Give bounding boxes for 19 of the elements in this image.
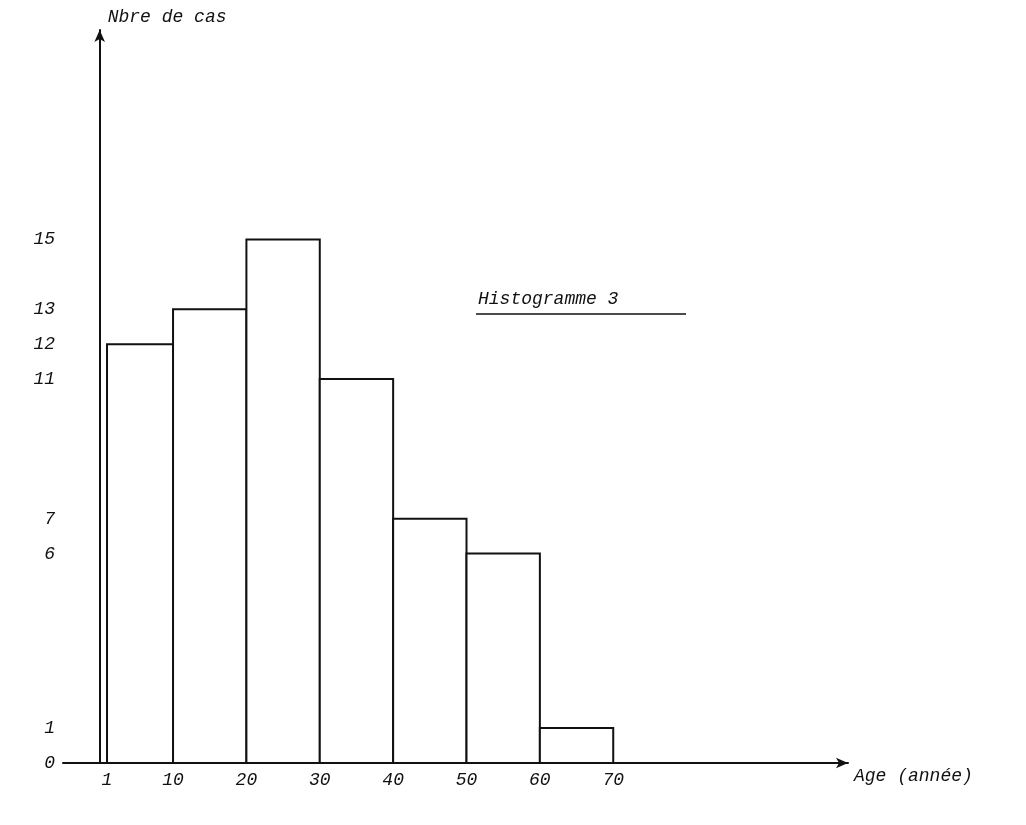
y-tick-label: 13 — [33, 299, 56, 320]
y-tick-label: 15 — [33, 229, 56, 250]
x-tick-label: 50 — [455, 770, 478, 790]
x-tick-label: 1 — [101, 770, 113, 790]
x-tick-label: 60 — [529, 770, 551, 790]
x-axis-title: Age (année) — [853, 766, 973, 786]
y-tick-label: 12 — [33, 334, 56, 355]
x-tick-label: 10 — [162, 770, 185, 790]
y-tick-label: 6 — [44, 543, 56, 564]
x-tick-label: 70 — [602, 770, 625, 790]
x-tick-label: 40 — [382, 770, 405, 790]
y-tick-label: 1 — [44, 718, 55, 739]
y-axis-title: Nbre de cas — [107, 7, 227, 27]
y-tick-label: 0 — [44, 753, 56, 773]
x-tick-label: 30 — [308, 770, 331, 790]
x-tick-label: 20 — [235, 770, 258, 790]
annotation: Histogramme 3 — [478, 289, 619, 309]
y-tick-label: 7 — [44, 508, 56, 529]
y-tick-label: 11 — [33, 369, 55, 390]
